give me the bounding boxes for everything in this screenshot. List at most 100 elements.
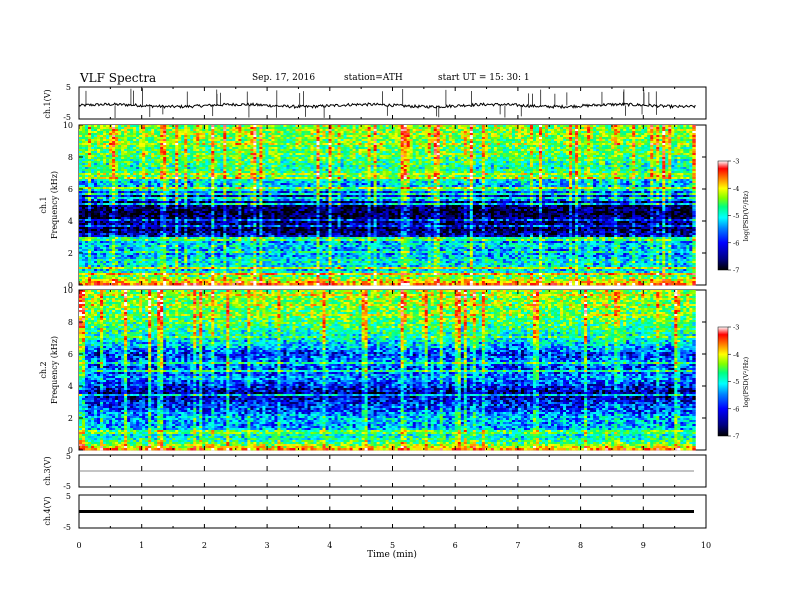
spectrogram-cell <box>97 157 101 160</box>
spectrogram-cell <box>184 203 188 206</box>
spectrogram-cell <box>100 235 104 238</box>
spectrogram-cell <box>133 231 137 234</box>
spectrogram-cell <box>184 179 188 182</box>
spectrogram-cell <box>106 277 110 280</box>
spectrogram-cell <box>88 257 92 260</box>
spectrogram-cell <box>181 173 185 176</box>
spectrogram-cell <box>160 273 164 276</box>
spectrogram-cell <box>91 213 95 216</box>
spectrogram-cell <box>145 223 149 226</box>
spectrogram-cell <box>172 255 176 258</box>
spectrogram-cell <box>160 265 164 268</box>
spectrogram-cell <box>82 201 86 204</box>
spectrogram-cell <box>82 141 86 144</box>
spectrogram-cell <box>160 209 164 212</box>
spectrogram-cell <box>175 203 179 206</box>
spectrogram-cell <box>130 245 134 248</box>
spectrogram-cell <box>82 249 86 252</box>
spectrogram-cell <box>175 245 179 248</box>
spectrogram-cell <box>154 231 158 234</box>
spectrogram-cell <box>154 141 158 144</box>
spectrogram-cell <box>166 177 170 180</box>
spectrogram-cell <box>79 195 83 198</box>
spectrogram-cell <box>88 269 92 272</box>
spectrogram-cell <box>139 211 143 214</box>
spectrogram-cell <box>124 249 128 252</box>
spectrogram-cell <box>139 167 143 170</box>
spectrogram-cell <box>160 263 164 266</box>
spectrogram-cell <box>148 207 152 210</box>
spectrogram-cell <box>112 225 116 228</box>
spectrogram-cell <box>94 195 98 198</box>
spectrogram-cell <box>106 223 110 226</box>
spectrogram-cell <box>166 169 170 172</box>
spectrogram-cell <box>163 219 167 222</box>
spectrogram-cell <box>106 143 110 146</box>
spectrogram-cell <box>103 215 107 218</box>
date-label: Sep. 17, 2016 <box>252 73 315 83</box>
spectrogram-cell <box>94 143 98 146</box>
spectrogram-cell <box>82 159 86 162</box>
spectrogram-cell <box>118 243 122 246</box>
spectrogram-cell <box>160 215 164 218</box>
spectrogram-cell <box>148 231 152 234</box>
spectrogram-cell <box>151 263 155 266</box>
spectrogram-cell <box>112 241 116 244</box>
spectrogram-cell <box>178 211 182 214</box>
spectrogram-cell <box>109 223 113 226</box>
spectrogram-cell <box>133 195 137 198</box>
spectrogram-cell <box>94 283 98 286</box>
spectrogram-cell <box>100 275 104 278</box>
spectrogram-cell <box>103 283 107 286</box>
spectrogram-cell <box>139 171 143 174</box>
spectrogram-cell <box>118 209 122 212</box>
spectrogram-cell <box>163 127 167 130</box>
spectrogram-cell <box>175 219 179 222</box>
spectrogram-cell <box>121 221 125 224</box>
spectrogram-cell <box>151 261 155 264</box>
spectrogram-cell <box>133 175 137 178</box>
spectrogram-cell <box>139 277 143 280</box>
spectrogram-cell <box>112 191 116 194</box>
spectrogram-cell <box>100 233 104 236</box>
spectrogram-cell <box>88 261 92 264</box>
spectrogram-cell <box>118 207 122 210</box>
spectrogram-cell <box>181 149 185 152</box>
spectrogram-cell <box>79 229 83 232</box>
spectrogram-cell <box>82 181 86 184</box>
spectrogram-cell <box>127 255 131 258</box>
spectrogram-cell <box>79 281 83 284</box>
spectrogram-cell <box>160 131 164 134</box>
spectrogram-cell <box>106 173 110 176</box>
spectrogram-cell <box>121 249 125 252</box>
spectrogram-cell <box>145 249 149 252</box>
spectrogram-cell <box>109 271 113 274</box>
spectrogram-cell <box>82 227 86 230</box>
spectrogram-cell <box>85 277 89 280</box>
spectrogram-cell <box>139 227 143 230</box>
spectrogram-cell <box>91 281 95 284</box>
spectrogram-cell <box>172 151 176 154</box>
spectrogram-cell <box>175 149 179 152</box>
spectrogram-cell <box>121 251 125 254</box>
spectrogram-cell <box>184 131 188 134</box>
spectrogram-cell <box>154 265 158 268</box>
spectrogram-cell <box>130 279 134 282</box>
spectrogram-cell <box>106 237 110 240</box>
spectrogram-cell <box>184 171 188 174</box>
spectrogram-cell <box>115 157 119 160</box>
spectrogram-cell <box>79 155 83 158</box>
spectrogram-cell <box>118 229 122 232</box>
spectrogram-cell <box>154 161 158 164</box>
spectrogram-cell <box>100 251 104 254</box>
spectrogram-cell <box>136 255 140 258</box>
spectrogram-cell <box>124 133 128 136</box>
spectrogram-cell <box>79 173 83 176</box>
spectrogram-cell <box>133 251 137 254</box>
spectrogram-cell <box>79 153 83 156</box>
spectrogram-cell <box>154 147 158 150</box>
spectrogram-cell <box>172 197 176 200</box>
spectrogram-cell <box>178 233 182 236</box>
spectrogram-cell <box>109 127 113 130</box>
